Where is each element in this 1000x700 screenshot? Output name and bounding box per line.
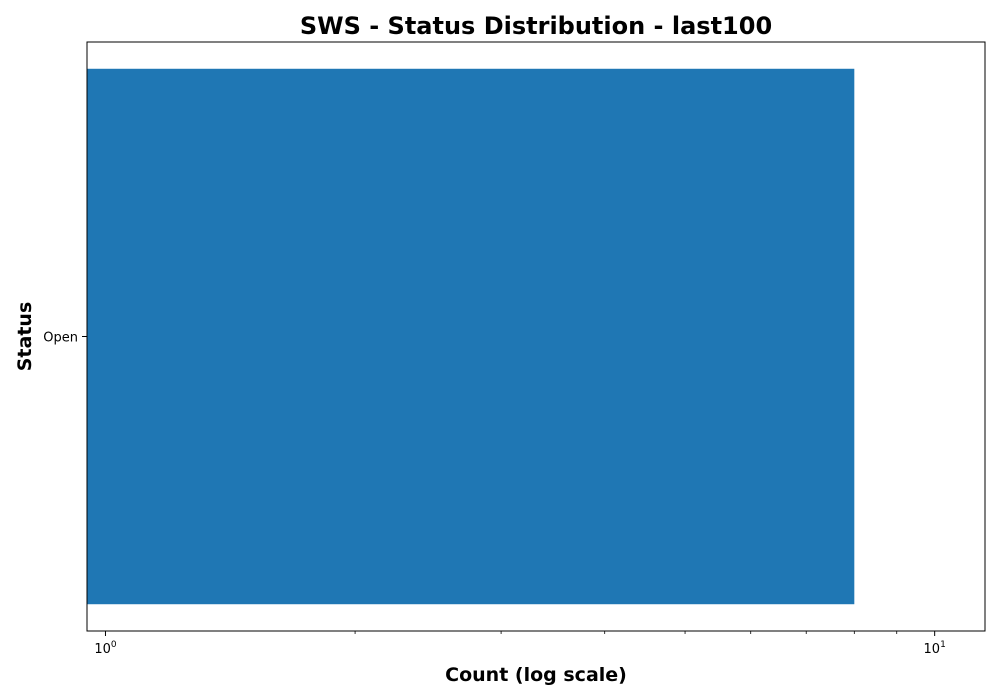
x-axis-ticks: 100 101 — [94, 631, 946, 657]
y-axis-ticks: Open — [43, 331, 87, 346]
x-tick-label: 100 — [94, 640, 117, 657]
chart-title: SWS - Status Distribution - last100 — [300, 12, 772, 40]
bar-open — [87, 68, 855, 605]
y-tick-label: Open — [43, 331, 78, 346]
y-axis-label: Status — [14, 302, 36, 372]
x-axis-label: Count (log scale) — [445, 664, 627, 686]
x-tick-label: 101 — [924, 640, 946, 657]
bars-group — [87, 68, 855, 605]
plot-area — [86, 41, 986, 632]
